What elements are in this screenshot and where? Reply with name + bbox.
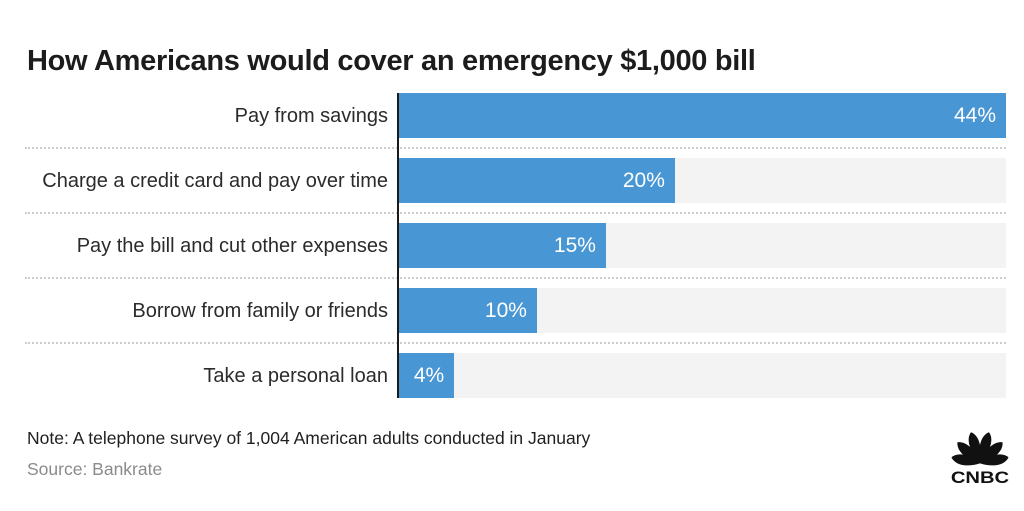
cnbc-wordmark: CNBC [951, 469, 1009, 487]
row-separator [25, 277, 1006, 279]
row-separator [25, 212, 1006, 214]
axis-line [397, 93, 399, 398]
category-label: Charge a credit card and pay over time [42, 169, 388, 192]
chart-row: Pay from savings 44% [25, 93, 1006, 138]
bar-chart: Pay from savings 44% Charge a credit card … [25, 93, 1006, 398]
bar: 44% [399, 93, 1006, 138]
row-separator [25, 147, 1006, 149]
bar: 20% [399, 158, 675, 203]
source-text: Source: Bankrate [27, 459, 163, 479]
cnbc-logo: CNBC [947, 430, 1013, 488]
bar: 15% [399, 223, 606, 268]
chart-title: How Americans would cover an emergency $… [27, 45, 756, 78]
chart-row: Charge a credit card and pay over time 20… [25, 158, 1006, 203]
category-label: Pay from savings [234, 104, 388, 127]
note-text: Note: A telephone survey of 1,004 Americ… [27, 428, 591, 448]
nbc-peacock-icon: CNBC [951, 432, 1009, 487]
value-label: 44% [953, 103, 996, 127]
value-label: 15% [553, 233, 596, 257]
bar-track: 20% [399, 158, 1006, 203]
chart-row: Borrow from family or friends 10% [25, 288, 1006, 333]
value-label: 4% [413, 363, 445, 387]
bar-track: 10% [399, 288, 1006, 333]
bar-track: 4% [399, 353, 1006, 398]
category-label: Pay the bill and cut other expenses [76, 234, 388, 257]
chart-row: Pay the bill and cut other expenses 15% [25, 223, 1006, 268]
value-label: 10% [484, 298, 527, 322]
bar: 10% [399, 288, 537, 333]
row-separator [25, 342, 1006, 344]
bar-track: 15% [399, 223, 1006, 268]
category-label: Take a personal loan [203, 364, 388, 387]
bar: 4% [399, 353, 455, 398]
chart-row: Take a personal loan 4% [25, 353, 1006, 398]
bar-track: 44% [399, 93, 1006, 138]
value-label: 20% [622, 168, 665, 192]
category-label: Borrow from family or friends [132, 299, 388, 322]
